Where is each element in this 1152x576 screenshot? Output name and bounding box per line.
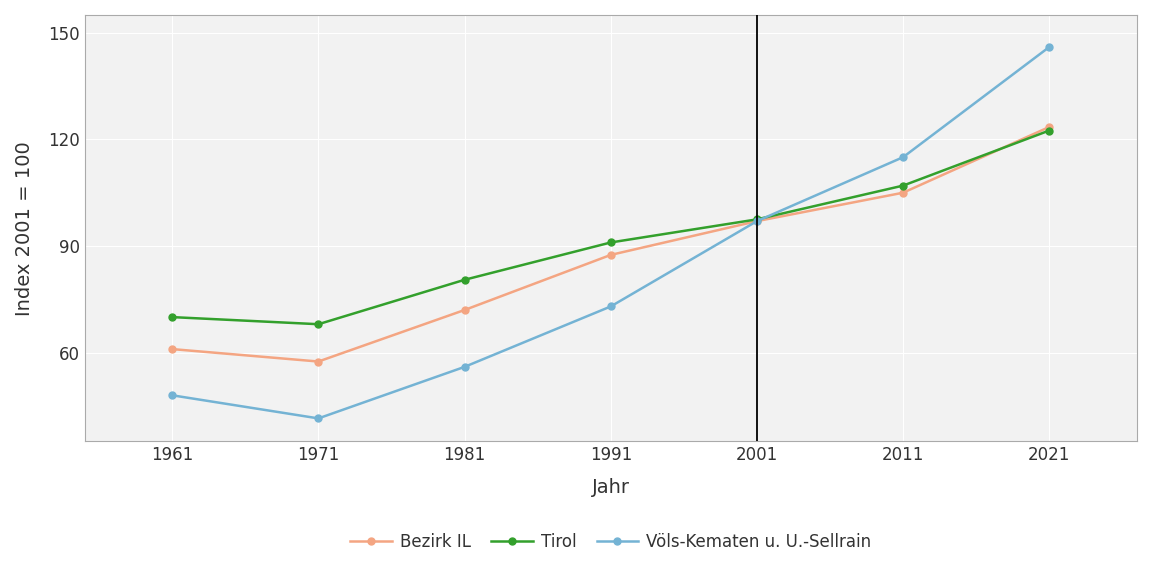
- Tirol: [1043, 127, 1056, 134]
- Völs-Kematen u. U.-Sellrain: [750, 218, 764, 225]
- X-axis label: Jahr: Jahr: [592, 478, 630, 497]
- Völs-Kematen u. U.-Sellrain: [896, 154, 910, 161]
- Tirol: [457, 276, 471, 283]
- Völs-Kematen u. U.-Sellrain: [1043, 44, 1056, 51]
- Bezirk IL: [165, 346, 179, 353]
- Bezirk IL: [750, 218, 764, 225]
- Line: Völs-Kematen u. U.-Sellrain: Völs-Kematen u. U.-Sellrain: [168, 44, 1053, 422]
- Bezirk IL: [457, 306, 471, 313]
- Bezirk IL: [604, 252, 617, 259]
- Tirol: [165, 314, 179, 321]
- Völs-Kematen u. U.-Sellrain: [604, 303, 617, 310]
- Legend: Bezirk IL, Tirol, Völs-Kematen u. U.-Sellrain: Bezirk IL, Tirol, Völs-Kematen u. U.-Sel…: [343, 526, 878, 558]
- Bezirk IL: [1043, 123, 1056, 130]
- Tirol: [311, 321, 325, 328]
- Y-axis label: Index 2001 = 100: Index 2001 = 100: [15, 141, 35, 316]
- Tirol: [604, 239, 617, 246]
- Völs-Kematen u. U.-Sellrain: [311, 415, 325, 422]
- Völs-Kematen u. U.-Sellrain: [165, 392, 179, 399]
- Völs-Kematen u. U.-Sellrain: [457, 363, 471, 370]
- Line: Tirol: Tirol: [168, 127, 1053, 328]
- Line: Bezirk IL: Bezirk IL: [168, 123, 1053, 365]
- Bezirk IL: [311, 358, 325, 365]
- Tirol: [750, 216, 764, 223]
- Bezirk IL: [896, 190, 910, 196]
- Tirol: [896, 182, 910, 189]
